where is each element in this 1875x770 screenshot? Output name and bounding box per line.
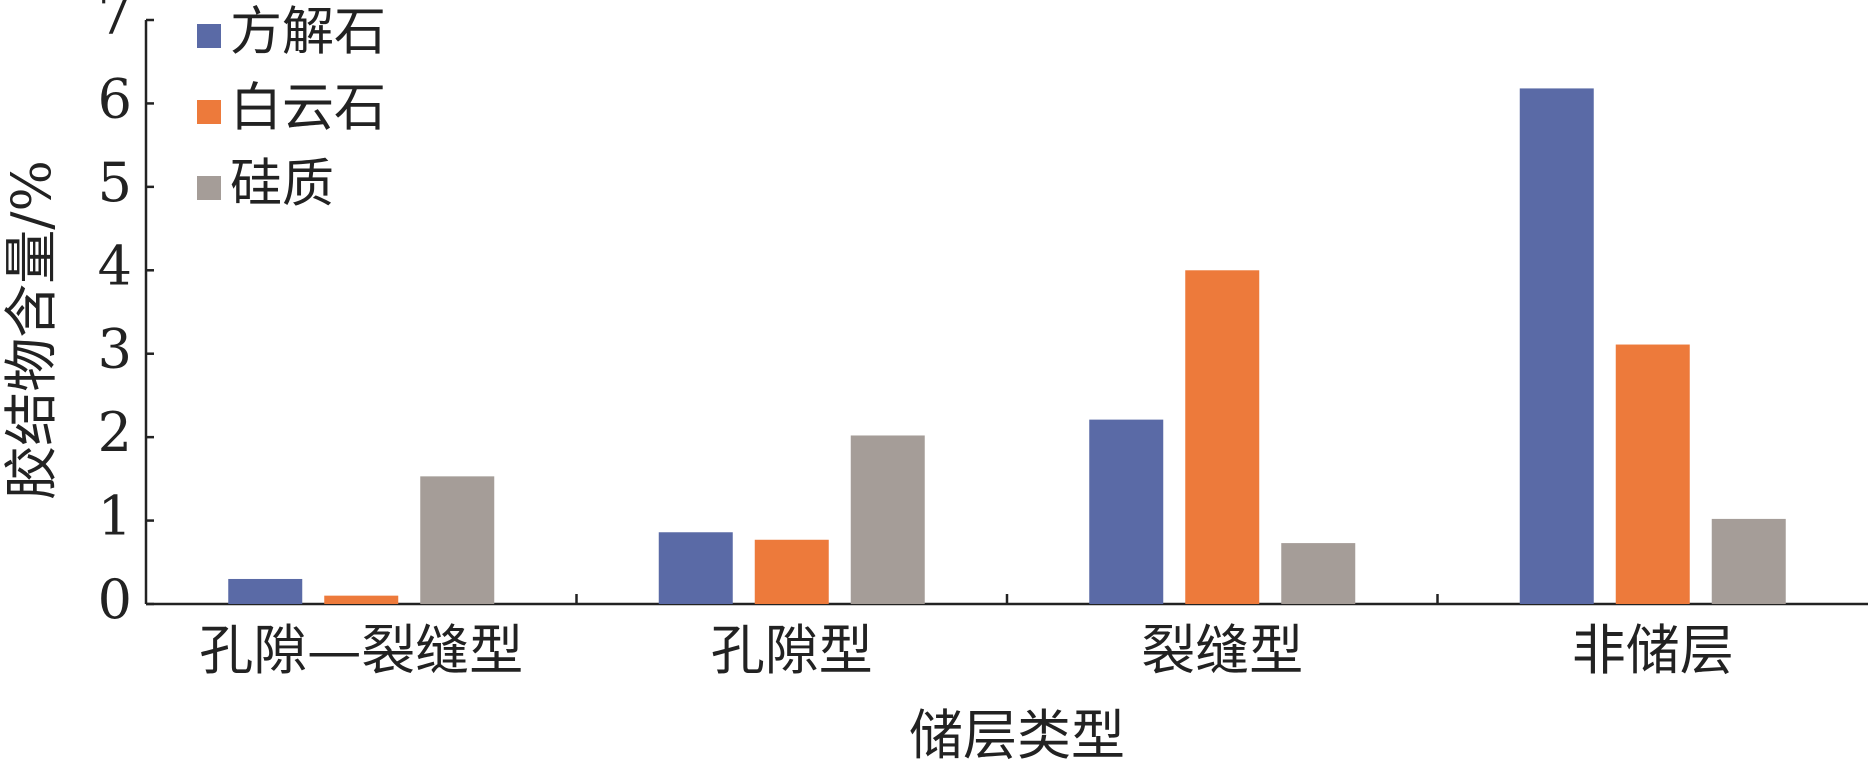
bar [324, 595, 399, 604]
legend-swatch [197, 100, 221, 124]
y-axis-label: 胶结物含量/% [0, 160, 63, 500]
bar [1089, 419, 1164, 604]
y-tick-label: 2 [98, 401, 132, 464]
x-tick-label: 孔隙—裂缝型 [199, 619, 523, 682]
bar [1711, 518, 1786, 604]
bar [1519, 88, 1594, 604]
legend-swatch [197, 176, 221, 200]
y-tick-label: 1 [98, 485, 132, 548]
y-tick-label: 0 [98, 568, 132, 631]
x-tick-label: 裂缝型 [1141, 619, 1303, 682]
legend-label: 白云石 [230, 79, 386, 139]
x-axis-label: 储层类型 [909, 704, 1125, 767]
legend-label: 方解石 [230, 3, 386, 63]
legend-swatch [197, 24, 221, 48]
y-tick-label: 5 [98, 151, 132, 214]
bar [228, 578, 303, 604]
y-tick-label: 3 [98, 318, 132, 381]
bar [850, 435, 925, 604]
y-tick-label: 4 [98, 234, 132, 297]
legend-label: 硅质 [230, 155, 334, 215]
bar [658, 532, 733, 604]
y-tick-label: 6 [98, 67, 132, 130]
x-tick-label: 孔隙型 [711, 619, 873, 682]
bar [754, 539, 829, 604]
bar [1185, 270, 1260, 604]
bar [1281, 543, 1356, 604]
bar [1615, 344, 1690, 604]
bar [420, 476, 495, 604]
y-tick-label: 7 [98, 0, 132, 47]
x-tick-label: 非储层 [1572, 619, 1734, 682]
